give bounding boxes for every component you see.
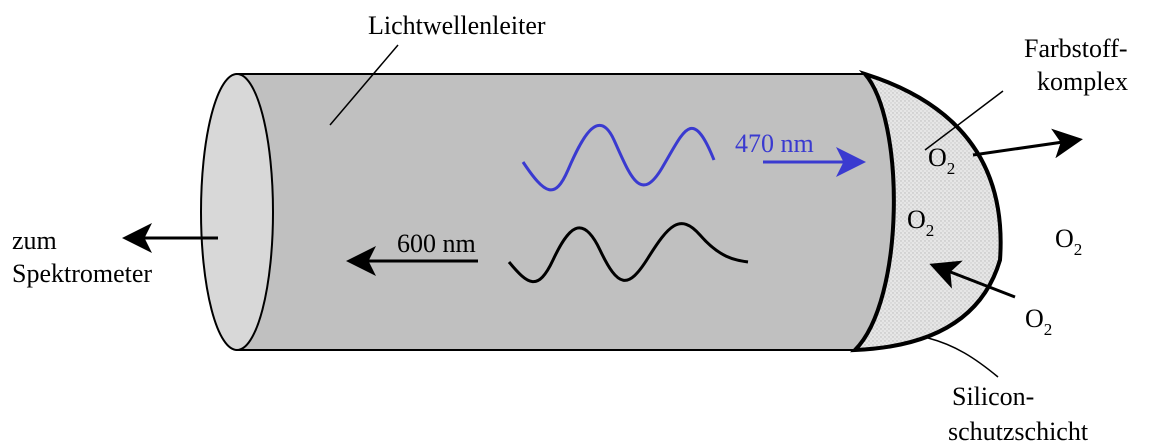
excitation-wavelength-label: 470 nm [735,129,814,158]
excitation-wave-icon [521,123,716,192]
spectrometer-label-line2: Spektrometer [12,259,152,288]
oxygen-label-outside: O2 [1055,224,1082,259]
oxygen-out-arrow-icon [972,128,1083,159]
oxygen-label-lower: O2 [1025,304,1052,339]
silicone-label-line1: Silicon- [952,382,1034,411]
fiber-body [236,73,895,351]
oxygen-label-dye-middle: O2 [907,205,934,240]
dye-label-line1: Farbstoff- [1024,34,1128,63]
dye-label-line2: komplex [1037,67,1128,96]
emission-wavelength-label: 600 nm [397,229,476,258]
oxygen-label-dye-top: O2 [928,143,955,178]
fiber-label: Lichtwellenleiter [368,11,546,40]
fiber-end-face [200,73,274,351]
dye-complex-layer [849,69,1003,353]
emission-wave-icon [507,222,749,284]
oxygen-in-arrow-icon [929,260,1016,299]
spectrometer-label-line1: zum [12,226,57,255]
dye-label-leader [924,90,1004,151]
silicone-label-leader [927,337,999,378]
fiber-label-leader [329,44,399,126]
silicone-label-line2: schutzschicht [948,417,1089,446]
